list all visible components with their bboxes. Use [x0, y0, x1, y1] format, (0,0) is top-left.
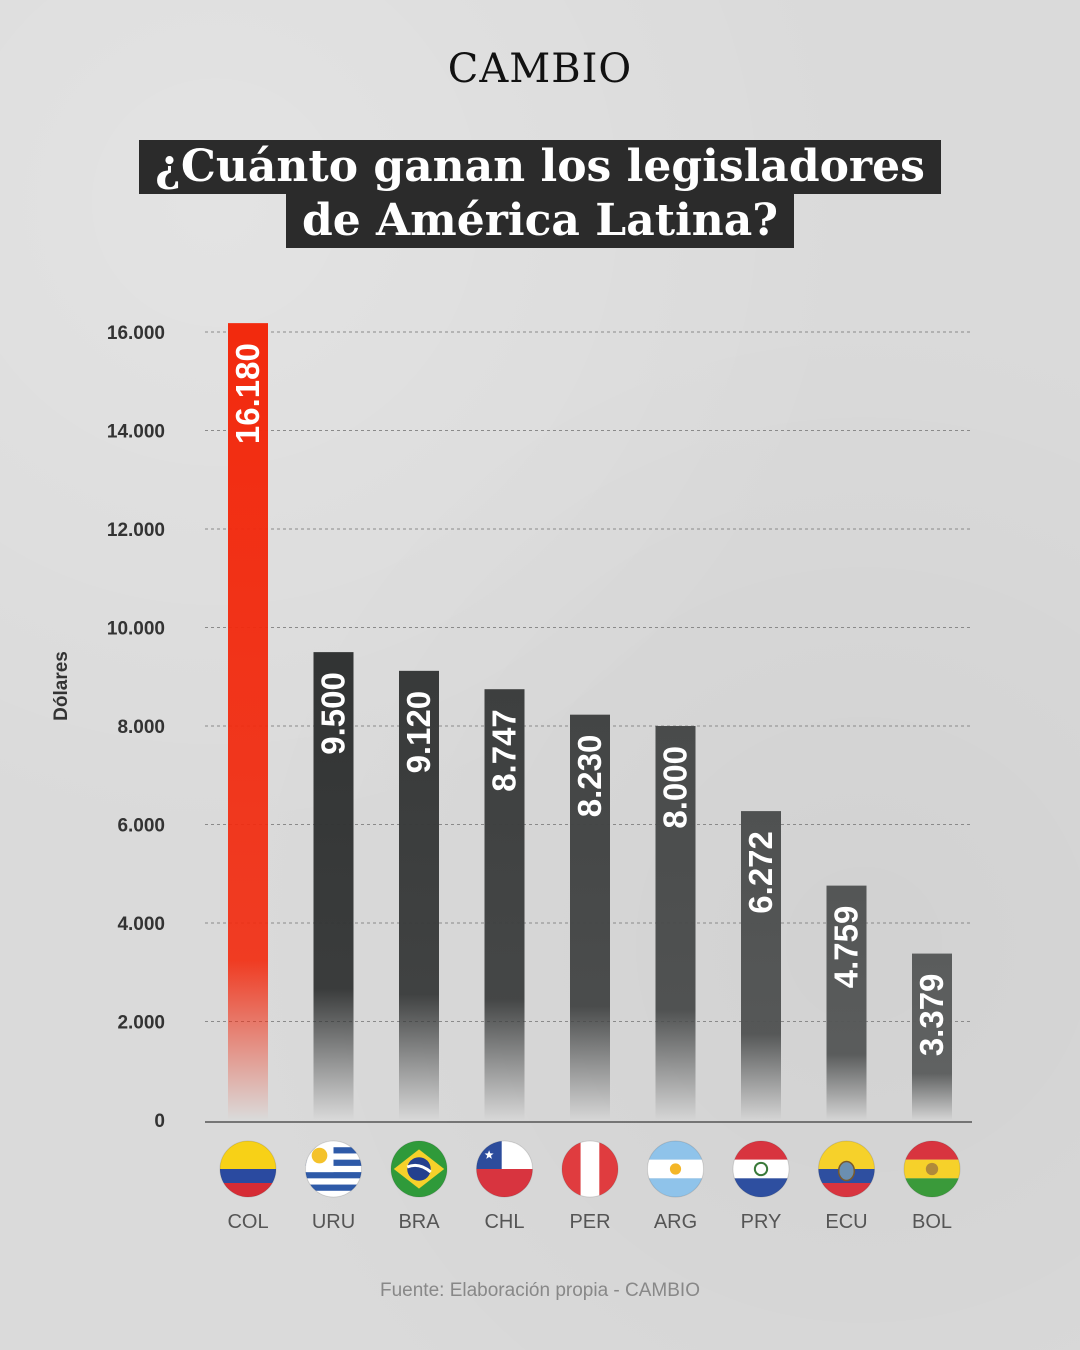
- chart-title: ¿Cuánto ganan los legisladores de Améric…: [0, 140, 1080, 248]
- x-tick-label: PER: [569, 1211, 610, 1233]
- brand-logo: CAMBIO: [447, 46, 633, 92]
- y-tick-label: 4.000: [117, 914, 165, 935]
- bar-ecu: [826, 885, 867, 1120]
- y-tick-label: 0: [154, 1111, 165, 1132]
- brazil-flag-icon: [390, 1140, 448, 1198]
- x-tick-label: COL: [227, 1211, 268, 1233]
- value-label: 9.500: [315, 672, 352, 755]
- title-line-1: ¿Cuánto ganan los legisladores: [139, 140, 941, 194]
- y-tick-label: 8.000: [117, 717, 165, 738]
- y-tick-label: 6.000: [117, 816, 165, 837]
- value-label: 16.180: [229, 343, 266, 444]
- bar-col: [228, 323, 268, 1120]
- x-tick-label: PRY: [741, 1211, 782, 1233]
- value-label: 8.747: [486, 709, 523, 792]
- value-label: 9.120: [400, 691, 437, 774]
- bar-uru: [313, 652, 354, 1120]
- ecuador-flag-icon: [818, 1140, 875, 1198]
- argentina-flag-icon: [647, 1140, 704, 1198]
- bar-bol: [912, 953, 952, 1120]
- value-label: 3.379: [913, 974, 950, 1057]
- source-note: Fuente: Elaboración propia - CAMBIO: [380, 1280, 700, 1301]
- chile-flag-icon: [476, 1140, 533, 1198]
- y-tick-label: 12.000: [107, 520, 165, 541]
- y-tick-label: 2.000: [117, 1013, 165, 1034]
- value-label: 8.000: [657, 746, 694, 829]
- x-tick-label: URU: [312, 1211, 355, 1233]
- bar-chl: [484, 689, 525, 1120]
- y-tick-label: 10.000: [107, 619, 165, 640]
- colombia-flag-icon: [219, 1140, 277, 1198]
- bolivia-flag-icon: [903, 1140, 961, 1198]
- x-tick-label: ECU: [825, 1211, 867, 1233]
- bar-bra: [399, 670, 439, 1120]
- value-label: 6.272: [742, 831, 779, 914]
- y-tick-label: 14.000: [107, 422, 165, 443]
- bar-pry: [741, 811, 781, 1120]
- x-tick-label: CHL: [484, 1211, 524, 1233]
- bar-per: [570, 714, 610, 1120]
- value-label: 8.230: [571, 735, 608, 818]
- bar-arg: [655, 726, 696, 1120]
- y-tick-label: 16.000: [107, 323, 165, 344]
- y-axis-label: Dólares: [51, 651, 72, 721]
- title-line-2: de América Latina?: [285, 194, 795, 248]
- peru-flag-icon: [561, 1140, 619, 1198]
- uruguay-flag-icon: [305, 1140, 362, 1198]
- x-tick-label: ARG: [654, 1211, 697, 1233]
- value-label: 4.759: [828, 906, 865, 989]
- x-tick-label: BOL: [912, 1211, 952, 1233]
- paraguay-flag-icon: [732, 1140, 790, 1198]
- x-tick-label: BRA: [398, 1211, 440, 1233]
